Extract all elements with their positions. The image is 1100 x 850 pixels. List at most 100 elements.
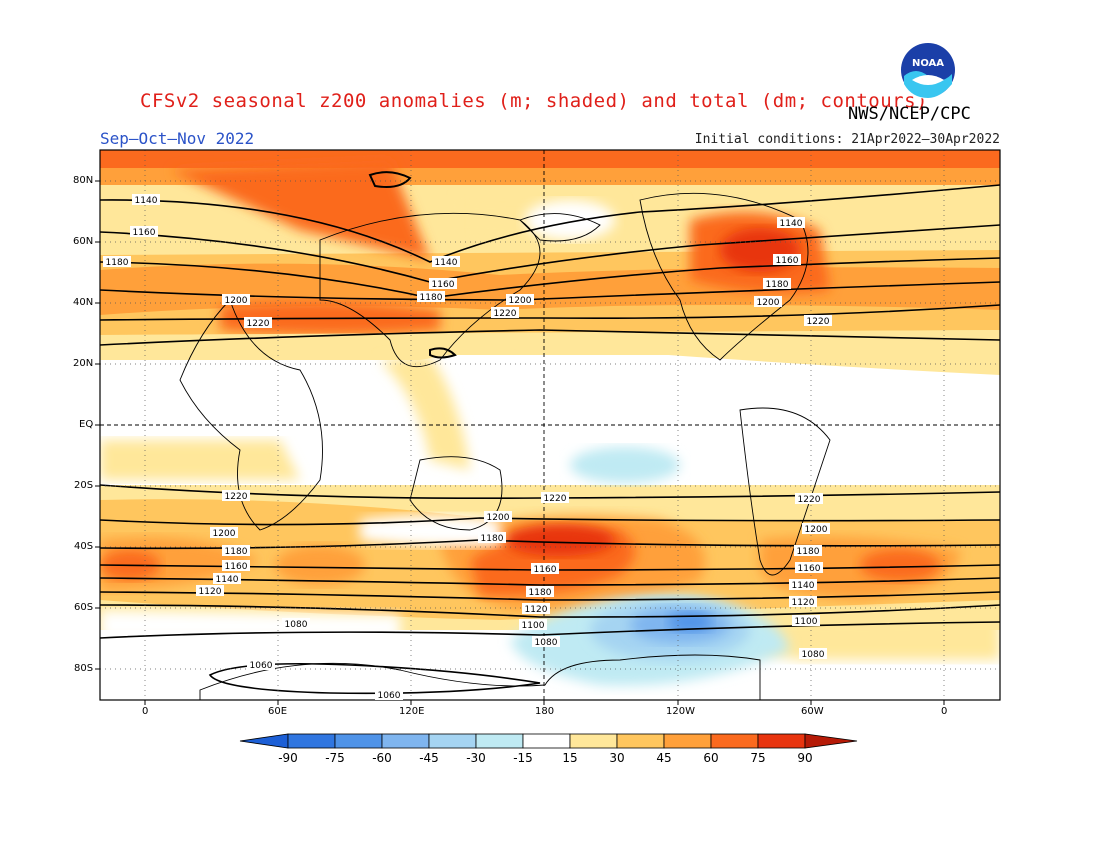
- contour-label: 1120: [522, 603, 550, 615]
- contour-label: 1200: [802, 523, 830, 535]
- contour-label: 1180: [478, 532, 506, 544]
- lat-label: 20S: [74, 480, 94, 491]
- colorbar-swatch: [287, 733, 336, 749]
- contour-label: 1060: [375, 689, 403, 701]
- agency-label: NWS/NCEP/CPC: [848, 104, 971, 124]
- svg-text:1140: 1140: [135, 196, 158, 206]
- contour-label: 1100: [519, 619, 547, 631]
- svg-text:1100: 1100: [795, 617, 818, 627]
- colorbar-label: -60: [372, 751, 392, 765]
- contour-label: 1140: [789, 579, 817, 591]
- colorbar-swatch: [710, 733, 759, 749]
- svg-text:1180: 1180: [225, 547, 248, 557]
- colorbar-arrow-high: [804, 733, 858, 749]
- lon-label: 0: [142, 706, 149, 717]
- lon-label: 60E: [268, 706, 288, 717]
- contour-label: 1220: [491, 307, 519, 319]
- colorbar-label: -90: [278, 751, 298, 765]
- contour-label: 1200: [222, 294, 250, 306]
- svg-text:1180: 1180: [420, 293, 443, 303]
- svg-text:1160: 1160: [432, 280, 455, 290]
- lat-label: 40N: [73, 297, 94, 308]
- contour-label: 1220: [541, 492, 569, 504]
- svg-text:1080: 1080: [285, 620, 308, 630]
- noaa-logo-icon: NOAA: [899, 41, 957, 99]
- svg-text:1200: 1200: [509, 296, 532, 306]
- lat-label: 20N: [73, 358, 94, 369]
- colorbar-swatch: [334, 733, 383, 749]
- svg-text:1060: 1060: [250, 661, 273, 671]
- colorbar-swatch: [428, 733, 477, 749]
- initial-conditions-label: Initial conditions: 21Apr2022–30Apr2022: [694, 132, 1000, 147]
- svg-text:1140: 1140: [792, 581, 815, 591]
- colorbar-swatch: [569, 733, 618, 749]
- svg-text:1180: 1180: [106, 258, 129, 268]
- svg-text:1220: 1220: [544, 494, 567, 504]
- svg-text:1160: 1160: [133, 228, 156, 238]
- svg-text:1200: 1200: [225, 296, 248, 306]
- contour-label: 1100: [792, 615, 820, 627]
- lon-label: 120E: [399, 706, 425, 717]
- lat-label: 40S: [74, 541, 94, 552]
- colorbar-label: 45: [656, 751, 671, 765]
- svg-text:1100: 1100: [522, 621, 545, 631]
- contour-label: 1180: [526, 586, 554, 598]
- contour-label: 1220: [222, 490, 250, 502]
- lat-label: 60N: [73, 236, 94, 247]
- svg-text:1200: 1200: [487, 513, 510, 523]
- map-title: CFSv2 seasonal z200 anomalies (m; shaded…: [140, 90, 928, 112]
- colorbar-label: 90: [797, 751, 812, 765]
- colorbar-swatch: [663, 733, 712, 749]
- contour-label: 1080: [799, 648, 827, 660]
- contour-label: 1160: [130, 226, 158, 238]
- svg-text:1140: 1140: [435, 258, 458, 268]
- svg-text:1160: 1160: [225, 562, 248, 572]
- contour-label: 1200: [754, 296, 782, 308]
- lon-label: 120W: [666, 706, 695, 717]
- contour-label: 1160: [773, 254, 801, 266]
- svg-text:1200: 1200: [213, 529, 236, 539]
- svg-text:1120: 1120: [199, 587, 222, 597]
- lat-label: 80N: [73, 175, 94, 186]
- contour-label: 1200: [506, 294, 534, 306]
- contour-label: 1180: [417, 291, 445, 303]
- svg-text:1200: 1200: [757, 298, 780, 308]
- lon-label: 0: [941, 706, 948, 717]
- svg-text:1060: 1060: [378, 691, 401, 701]
- contour-label: 1080: [282, 618, 310, 630]
- colorbar-label: -30: [466, 751, 486, 765]
- colorbar-label: 60: [703, 751, 718, 765]
- contour-labels: 1140 1160 1180 1200 1220 1140 1160 1180 1200 1220…: [103, 194, 832, 701]
- lat-label: 80S: [74, 663, 94, 674]
- contour-label: 1200: [484, 511, 512, 523]
- svg-text:1200: 1200: [805, 525, 828, 535]
- colorbar-label: 30: [609, 751, 624, 765]
- colorbar-label: -45: [419, 751, 439, 765]
- svg-text:1120: 1120: [792, 598, 815, 608]
- contour-label: 1120: [789, 596, 817, 608]
- axis-ticks: [95, 180, 945, 705]
- contour-label: 1120: [196, 585, 224, 597]
- contour-label: 1160: [429, 278, 457, 290]
- lat-label: EQ: [79, 419, 94, 430]
- svg-text:1080: 1080: [802, 650, 825, 660]
- colorbar-arrow-low: [239, 733, 289, 749]
- svg-text:1220: 1220: [807, 317, 830, 327]
- colorbar-label: 75: [750, 751, 765, 765]
- contour-label: 1220: [795, 493, 823, 505]
- colorbar-swatch: [381, 733, 430, 749]
- contour-label: 1160: [222, 560, 250, 572]
- svg-text:1220: 1220: [225, 492, 248, 502]
- colorbar: -90 -75 -60 -45 -30 -15 15 30 45 60 75 90: [239, 733, 858, 765]
- svg-text:1220: 1220: [494, 309, 517, 319]
- lon-label: 60W: [801, 706, 824, 717]
- contour-label: 1220: [804, 315, 832, 327]
- svg-text:1220: 1220: [798, 495, 821, 505]
- contour-label: 1060: [247, 659, 275, 671]
- svg-text:1160: 1160: [798, 564, 821, 574]
- contour-label: 1180: [222, 545, 250, 557]
- svg-text:1080: 1080: [535, 638, 558, 648]
- contour-label: 1200: [210, 527, 238, 539]
- contour-label: 1180: [763, 278, 791, 290]
